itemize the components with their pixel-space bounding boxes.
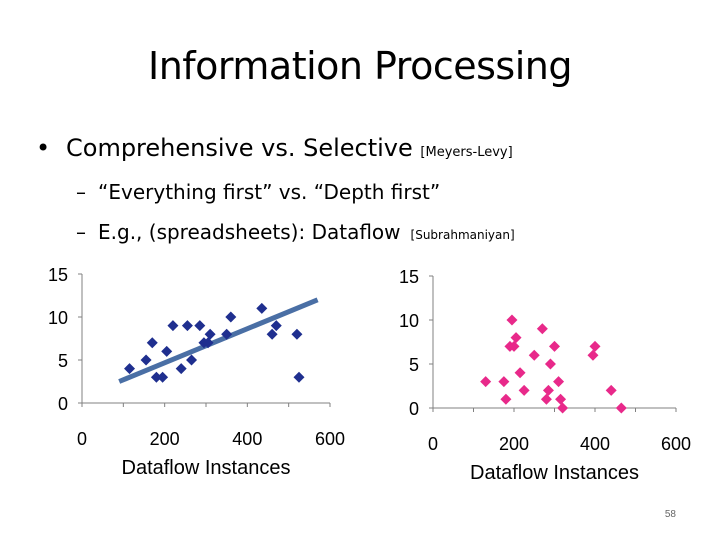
data-point xyxy=(186,354,198,366)
data-point xyxy=(498,376,510,388)
y-tick-label: 15 xyxy=(399,267,419,287)
data-point xyxy=(194,320,206,332)
data-point xyxy=(167,320,179,332)
data-point xyxy=(175,363,187,375)
data-point xyxy=(540,393,552,405)
dash-marker: – xyxy=(76,180,86,204)
sub-bullet-everything-first: – “Everything first” vs. “Depth first” xyxy=(76,180,440,204)
x-tick-label: 400 xyxy=(232,429,262,449)
data-point xyxy=(140,354,152,366)
data-point xyxy=(202,337,214,349)
data-point xyxy=(553,376,565,388)
data-point xyxy=(528,349,540,361)
y-tick-label: 5 xyxy=(58,351,68,371)
data-point xyxy=(518,384,530,396)
data-point xyxy=(506,314,518,326)
y-tick-label: 10 xyxy=(48,308,68,328)
citation-subrahmaniyan: [Subrahmaniyan] xyxy=(410,228,515,242)
data-point xyxy=(508,340,520,352)
page-number: 58 xyxy=(664,509,676,520)
sub-bullet-text: E.g., (spreadsheets): Dataflow xyxy=(98,220,401,244)
data-point xyxy=(542,384,554,396)
data-point xyxy=(536,323,548,335)
data-point xyxy=(615,402,627,414)
data-point xyxy=(150,371,162,383)
sub-bullet-spreadsheets-dataflow: – E.g., (spreadsheets): Dataflow [Subrahma… xyxy=(76,220,515,244)
data-point xyxy=(480,376,492,388)
bullet-marker: • xyxy=(36,134,51,162)
data-point xyxy=(605,384,617,396)
data-point xyxy=(266,328,278,340)
data-point xyxy=(124,363,136,375)
data-point xyxy=(225,311,237,323)
scatter-chart-2: 0 5 10 15 0 200 400 600 Dataflow Instances xyxy=(399,267,691,484)
data-point xyxy=(157,371,169,383)
data-point xyxy=(291,328,303,340)
trend-line xyxy=(118,297,319,384)
data-point xyxy=(549,340,560,352)
x-tick-label: 200 xyxy=(150,429,180,449)
data-point xyxy=(500,393,512,405)
dash-marker: – xyxy=(76,220,86,244)
data-point xyxy=(204,328,216,340)
y-tick-label: 0 xyxy=(58,394,68,414)
data-point xyxy=(146,337,158,349)
x-tick-label: 600 xyxy=(661,434,691,454)
bullet-text: Comprehensive vs. Selective xyxy=(66,134,413,162)
data-point xyxy=(161,345,173,357)
slide-title: Information Processing xyxy=(148,44,572,88)
scatter-chart-1: 0 5 10 15 0 200 400 600 Dataflow Instances xyxy=(48,265,345,479)
data-point xyxy=(270,320,282,332)
data-point xyxy=(514,367,526,379)
y-tick-label: 0 xyxy=(409,399,419,419)
data-point xyxy=(555,393,567,405)
x-tick-label: 400 xyxy=(580,434,610,454)
data-point xyxy=(293,371,305,383)
bullet-comprehensive-vs-selective: • Comprehensive vs. Selective [Meyers-Lev… xyxy=(36,134,513,162)
x-tick-label: 600 xyxy=(315,429,345,449)
y-tick-label: 5 xyxy=(409,355,419,375)
citation-meyers-levy: [Meyers-Levy] xyxy=(420,145,513,160)
data-point xyxy=(587,349,599,361)
data-point xyxy=(221,328,233,340)
sub-bullet-text: “Everything first” vs. “Depth first” xyxy=(98,180,441,204)
data-point xyxy=(256,302,268,314)
x-tick-label: 0 xyxy=(77,429,87,449)
data-point xyxy=(544,358,556,370)
x-axis-label: Dataflow Instances xyxy=(470,462,639,484)
x-tick-label: 200 xyxy=(499,434,529,454)
y-tick-label: 10 xyxy=(399,311,419,331)
data-point xyxy=(589,340,601,352)
data-point xyxy=(510,332,522,344)
y-tick-label: 15 xyxy=(48,265,68,285)
x-tick-label: 0 xyxy=(428,434,438,454)
data-point xyxy=(181,320,193,332)
x-axis-label: Dataflow Instances xyxy=(122,457,291,479)
data-point xyxy=(557,402,569,414)
